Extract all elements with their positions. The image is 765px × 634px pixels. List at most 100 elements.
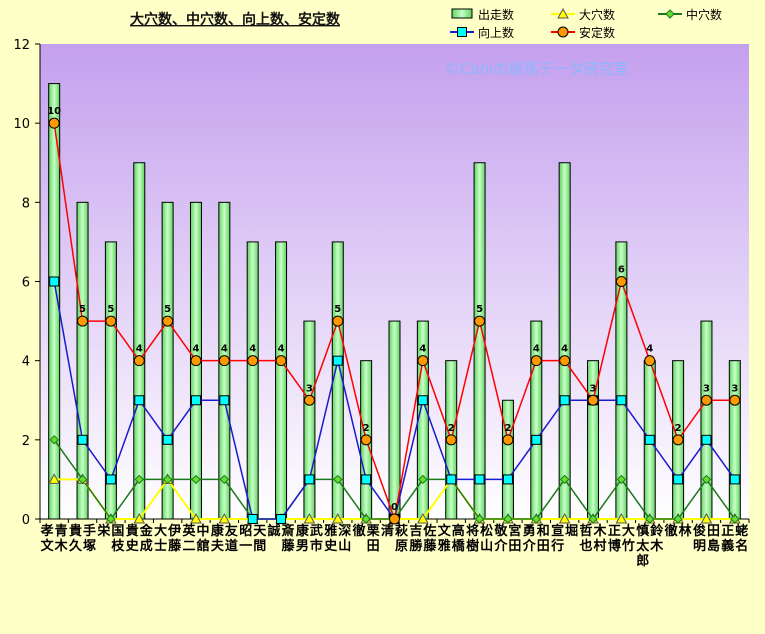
- point-中穴数: [645, 514, 655, 524]
- bar-出走数: [303, 320, 316, 520]
- point-安定数: [247, 355, 259, 367]
- x-category-char: 博: [608, 538, 621, 554]
- data-label-安定数: 4: [561, 344, 568, 355]
- x-category-char: 山: [338, 538, 351, 554]
- bar-出走数: [133, 162, 146, 520]
- x-category-char: 宣: [551, 523, 564, 539]
- data-label-安定数: 4: [136, 344, 143, 355]
- x-category-char: 山: [480, 538, 493, 554]
- x-category-char: 和: [537, 523, 550, 539]
- point-向上数: [247, 514, 258, 524]
- x-category-char: 大: [622, 523, 635, 539]
- point-大穴数: [331, 512, 344, 524]
- x-category-char: 天: [253, 524, 267, 539]
- x-category-char: 間: [253, 539, 266, 554]
- x-category-char: 蛯: [735, 523, 748, 539]
- x-category-char: 将: [466, 523, 479, 539]
- data-label-安定数: 3: [306, 383, 313, 394]
- point-安定数: [644, 355, 656, 367]
- point-中穴数: [701, 474, 712, 485]
- point-中穴数: [474, 514, 485, 524]
- point-中穴数: [673, 514, 683, 524]
- legend-item: 向上数: [450, 25, 514, 40]
- point-中穴数: [418, 474, 428, 485]
- point-向上数: [417, 395, 428, 406]
- x-category-char: 成: [140, 538, 153, 554]
- x-category-char: 原: [395, 539, 408, 554]
- y-tick-label: 10: [13, 117, 30, 132]
- point-大穴数: [303, 512, 316, 524]
- point-向上数: [219, 395, 230, 406]
- x-category-label: 林徹: [664, 523, 692, 539]
- legend-item: 大穴数: [551, 7, 615, 22]
- y-tick-label: 12: [13, 38, 30, 53]
- bar-出走数: [388, 320, 401, 520]
- point-大穴数: [218, 512, 231, 524]
- data-label-安定数: 4: [249, 344, 256, 355]
- point-中穴数: [531, 514, 542, 524]
- point-中穴数: [559, 474, 570, 485]
- data-label-安定数: 4: [419, 344, 426, 355]
- point-向上数: [304, 474, 315, 485]
- data-label-安定数: 6: [618, 265, 625, 276]
- point-安定数: [389, 513, 400, 525]
- x-category-char: 竹: [621, 538, 635, 554]
- legend-label: 向上数: [478, 25, 514, 40]
- x-category-char: 名: [735, 538, 748, 554]
- x-category-char: 高: [452, 523, 465, 539]
- legend-label: 中穴数: [686, 7, 722, 22]
- point-向上数: [446, 474, 457, 485]
- x-category-char: 手: [83, 523, 96, 539]
- x-category-char: 徹: [664, 523, 679, 539]
- x-category-char: 一: [239, 539, 252, 554]
- chart-title: 大穴数、中穴数、向上数、安定数: [130, 11, 341, 28]
- point-向上数: [276, 514, 287, 524]
- x-category-char: 英: [181, 523, 196, 539]
- x-category-char: 萩: [394, 523, 408, 539]
- x-category-char: 青: [55, 523, 68, 539]
- point-安定数: [275, 355, 287, 367]
- point-中穴数: [588, 514, 598, 524]
- x-category-char: 明: [693, 539, 706, 554]
- data-label-安定数: 5: [164, 304, 171, 315]
- x-category-char: 田: [537, 539, 550, 554]
- x-category-char: 也: [580, 538, 593, 554]
- point-安定数: [700, 394, 712, 406]
- point-大穴数: [558, 512, 571, 524]
- point-安定数: [445, 434, 457, 446]
- x-category-char: 佐: [422, 523, 436, 539]
- point-中穴数: [503, 514, 513, 524]
- point-中穴数: [134, 474, 144, 485]
- point-安定数: [672, 434, 684, 446]
- legend-label: 大穴数: [579, 7, 615, 22]
- bar-出走数: [48, 83, 61, 520]
- x-category-char: 行: [550, 538, 564, 554]
- x-category-char: 徹: [352, 523, 367, 539]
- x-category-char: 武: [310, 523, 323, 539]
- point-中穴数: [77, 474, 88, 485]
- x-category-char: 伊: [167, 523, 181, 539]
- data-label-安定数: 3: [731, 383, 738, 394]
- bar-出走数: [246, 241, 259, 520]
- point-安定数: [474, 315, 486, 327]
- data-label-安定数: 5: [334, 304, 341, 315]
- point-大穴数: [48, 473, 61, 484]
- data-label-安定数: 5: [107, 304, 114, 315]
- x-category-char: 金: [139, 523, 154, 539]
- x-category-char: 清: [381, 523, 394, 539]
- x-category-char: 国: [111, 524, 124, 539]
- bar-出走数: [161, 201, 174, 520]
- data-label-安定数: 3: [590, 383, 597, 394]
- data-label-安定数: 5: [476, 304, 483, 315]
- point-大穴数: [615, 512, 628, 524]
- point-向上数: [701, 434, 712, 445]
